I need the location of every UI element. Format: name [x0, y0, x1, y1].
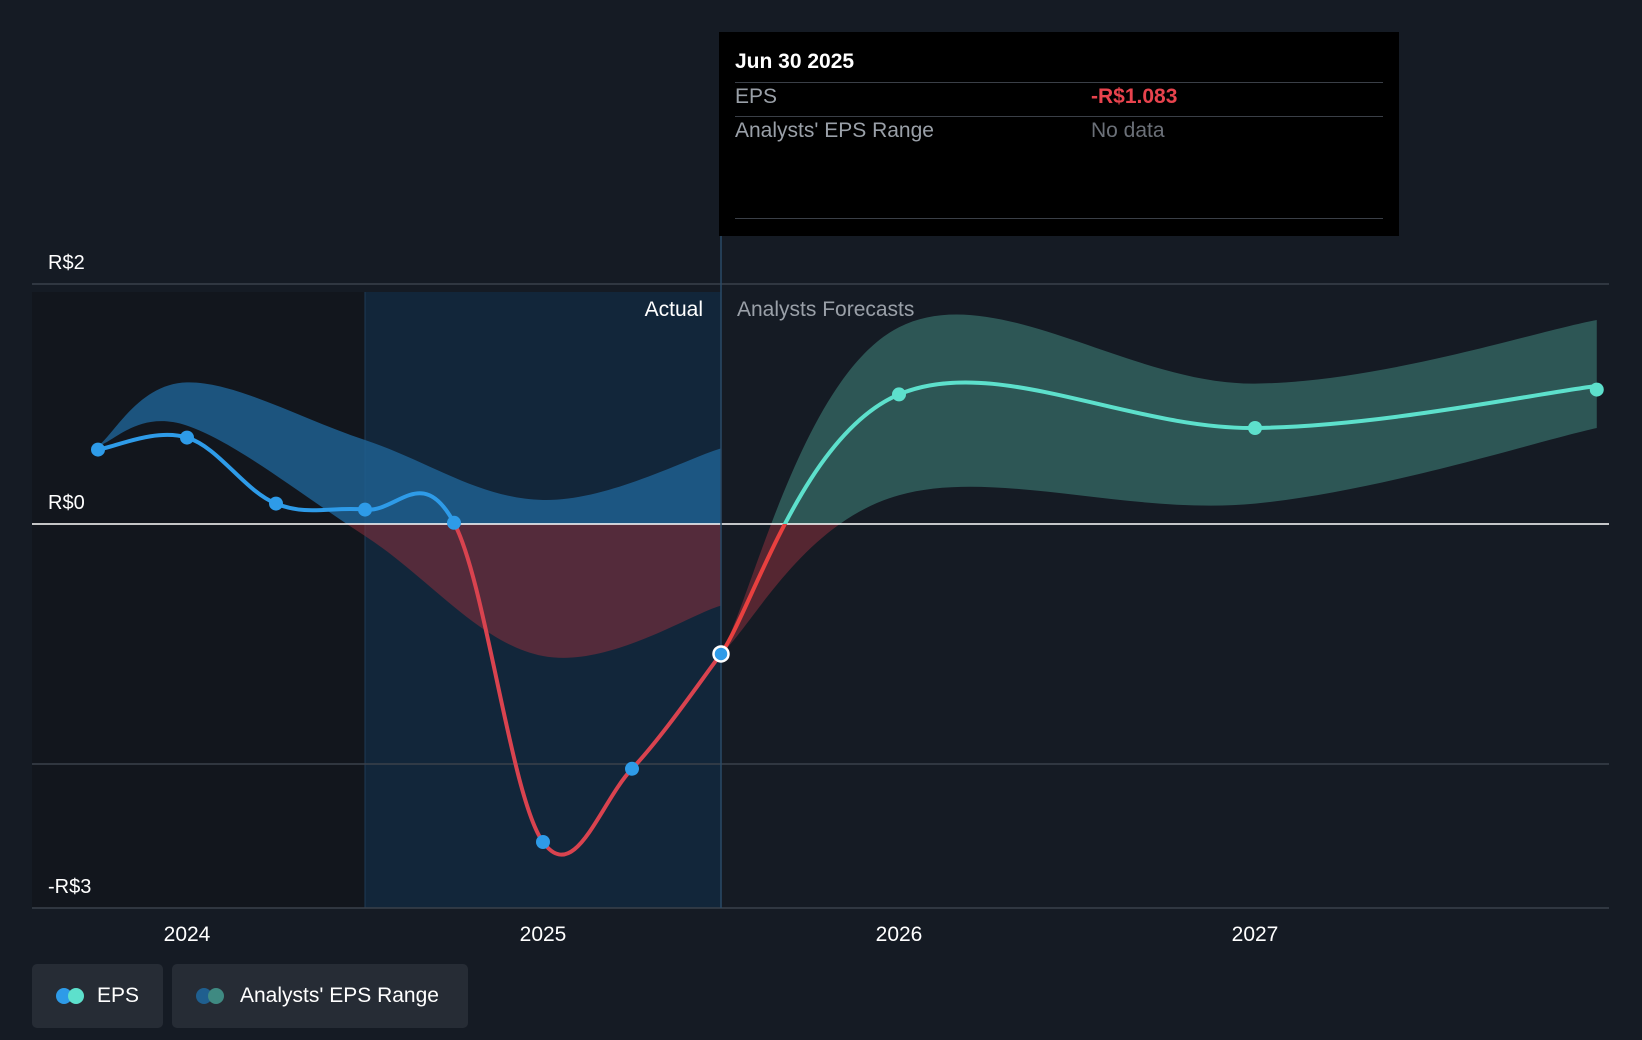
eps-data-point: [269, 496, 283, 511]
legend-item-eps[interactable]: EPS: [32, 964, 163, 1028]
eps-data-point: [180, 430, 194, 445]
eps-range-band-positive: [771, 314, 1597, 524]
legend-item-eps-range[interactable]: Analysts' EPS Range: [172, 964, 468, 1028]
eps-data-point: [447, 515, 461, 530]
eps-legend-icon: [56, 988, 84, 1004]
tooltip-divider: [735, 82, 1383, 83]
x-axis-tick-label: 2027: [1232, 923, 1279, 946]
tooltip-divider: [735, 218, 1383, 219]
eps-data-point: [1248, 421, 1262, 435]
forecast-region-label: Analysts Forecasts: [737, 298, 914, 321]
legend-dot-forecast: [208, 988, 224, 1004]
tooltip-eps-label: EPS: [735, 85, 778, 108]
tooltip-range-value: No data: [1091, 119, 1165, 142]
eps-data-point: [91, 442, 105, 457]
legend-label: Analysts' EPS Range: [240, 984, 439, 1007]
eps-data-point: [358, 502, 372, 517]
eps-data-point: [536, 835, 550, 849]
x-axis-tick-label: 2024: [164, 923, 211, 946]
eps-data-point: [625, 761, 639, 776]
eps-data-point: [892, 387, 906, 402]
eps-range-band-negative: [721, 524, 840, 654]
y-axis-tick-label: -R$3: [48, 876, 91, 898]
y-axis-tick-label: R$0: [48, 492, 85, 514]
tooltip-eps-value: -R$1.083: [1091, 85, 1178, 108]
y-axis-tick-label: R$2: [48, 252, 85, 274]
tooltip-range-label: Analysts' EPS Range: [735, 119, 934, 142]
actual-region-label: Actual: [645, 298, 703, 321]
tooltip: Jun 30 2025 EPS -R$1.083 Analysts' EPS R…: [719, 32, 1399, 236]
eps-range-band-positive: [98, 382, 721, 524]
legend-label: EPS: [96, 984, 139, 1007]
range-legend-icon: [196, 988, 226, 1004]
eps-line-positive: [782, 380, 1599, 524]
legend-dot-forecast: [68, 988, 84, 1004]
highlighted-data-point: [712, 645, 730, 663]
tooltip-date: Jun 30 2025: [735, 50, 855, 73]
range-bands: [98, 314, 1597, 658]
eps-data-point: [1589, 382, 1604, 397]
eps-range-band-negative: [346, 524, 721, 658]
eps-line-negative: [452, 524, 723, 857]
x-axis-tick-label: 2025: [520, 923, 567, 946]
x-axis-tick-label: 2026: [876, 923, 923, 946]
tooltip-divider: [735, 116, 1383, 117]
